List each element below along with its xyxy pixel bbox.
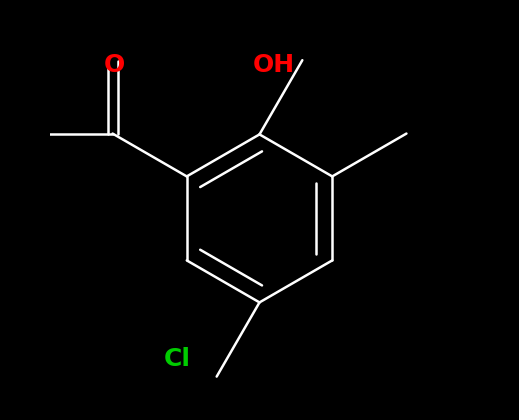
Text: O: O [104,53,125,77]
Text: OH: OH [253,53,295,77]
Text: Cl: Cl [164,347,191,371]
